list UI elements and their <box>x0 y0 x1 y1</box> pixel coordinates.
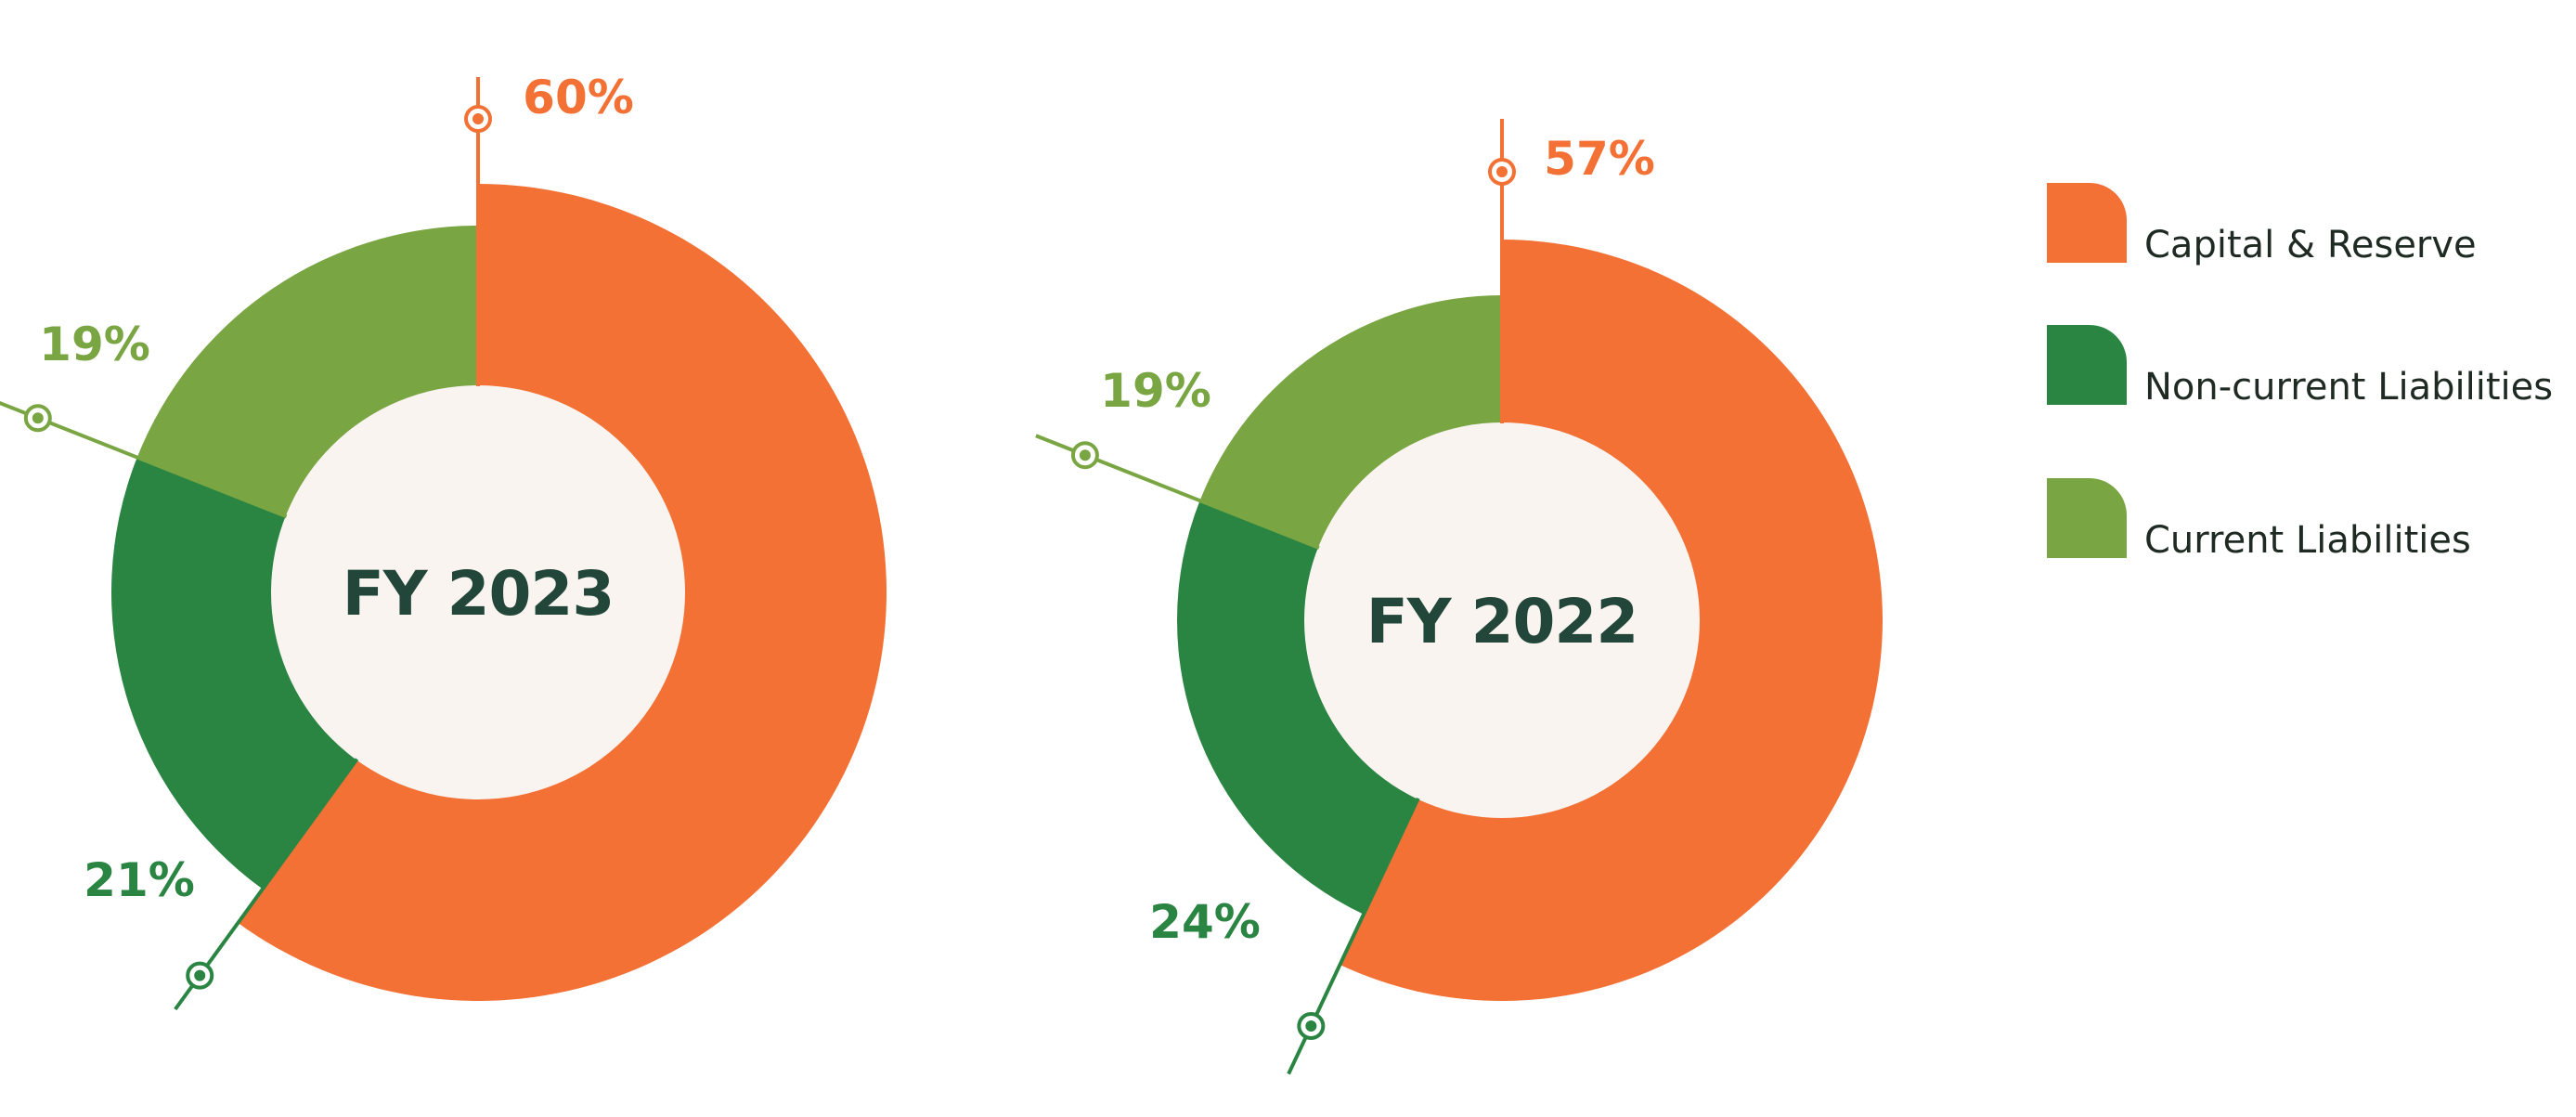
leader-marker-dot <box>194 969 206 981</box>
data-label-current-liabilities: 19% <box>1100 364 1211 418</box>
donut-center <box>1304 422 1700 818</box>
legend-label-current-liabilities: Current Liabilities <box>2144 519 2471 562</box>
data-label-capital-reserve: 57% <box>1544 132 1655 186</box>
center-label: FY 2022 <box>1366 586 1638 657</box>
leader-marker-dot <box>1496 166 1508 177</box>
legend-label-capital-reserve: Capital & Reserve <box>2144 224 2477 266</box>
slice-current-liabilities <box>136 226 478 517</box>
leader-marker-dot <box>1079 449 1091 461</box>
slice-current-liabilities <box>1199 295 1502 548</box>
data-label-non-current-liabilities: 21% <box>84 853 195 907</box>
data-label-capital-reserve: 60% <box>523 71 634 124</box>
legend-swatch-current-liabilities <box>2047 478 2127 558</box>
leader-marker-dot <box>32 412 44 424</box>
legend-swatch-capital-reserve <box>2047 183 2127 263</box>
donut-center <box>271 385 685 799</box>
slice-capital-reserve <box>1340 240 1883 1001</box>
donut-chart-fy2022: FY 2022 57% 24% 19% <box>1035 119 1883 1075</box>
slice-non-current-liabilities <box>110 457 357 890</box>
slice-non-current-liabilities <box>1177 500 1418 915</box>
data-label-non-current-liabilities: 24% <box>1149 895 1261 949</box>
leader-marker-dot <box>1305 1020 1317 1033</box>
leader-marker-dot <box>472 113 484 124</box>
donut-chart-fy2023: FY 2023 60% 21% 19% <box>0 71 887 1011</box>
legend-swatch-non-current-liabilities <box>2047 325 2127 405</box>
slice-capital-reserve <box>238 184 887 1002</box>
legend: Capital & Reserve Non-current Liabilities… <box>2047 183 2553 562</box>
legend-label-non-current-liabilities: Non-current Liabilities <box>2144 366 2553 409</box>
center-label: FY 2023 <box>343 558 615 630</box>
data-label-current-liabilities: 19% <box>39 318 150 371</box>
